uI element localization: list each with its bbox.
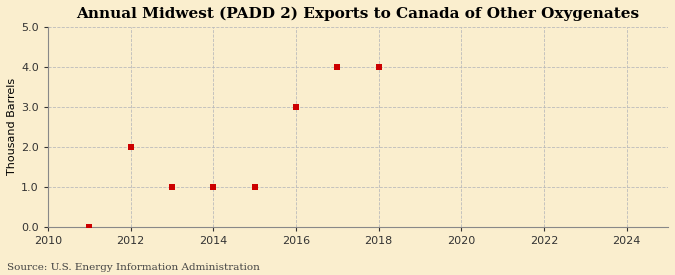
- Point: [167, 185, 178, 189]
- Text: Source: U.S. Energy Information Administration: Source: U.S. Energy Information Administ…: [7, 263, 260, 272]
- Point: [373, 65, 384, 69]
- Y-axis label: Thousand Barrels: Thousand Barrels: [7, 78, 17, 175]
- Point: [249, 185, 260, 189]
- Point: [208, 185, 219, 189]
- Point: [290, 104, 301, 109]
- Point: [84, 225, 95, 229]
- Point: [125, 145, 136, 149]
- Title: Annual Midwest (PADD 2) Exports to Canada of Other Oxygenates: Annual Midwest (PADD 2) Exports to Canad…: [76, 7, 639, 21]
- Point: [332, 65, 343, 69]
